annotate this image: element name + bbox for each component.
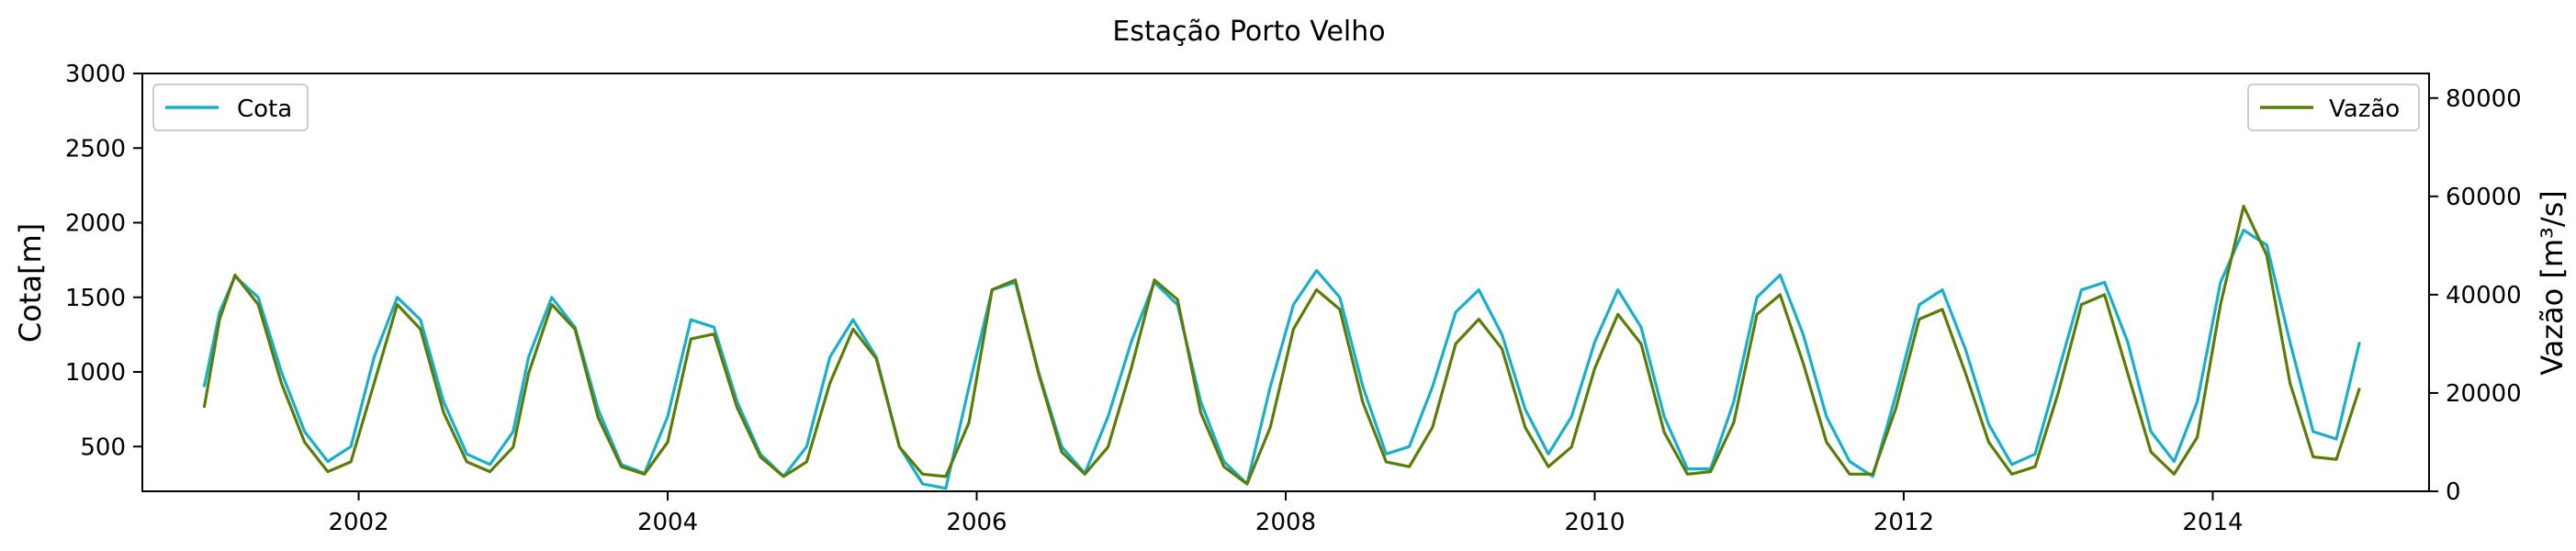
series-line-cota <box>202 229 2361 490</box>
y-right-tick-label: 20000 <box>2446 380 2522 408</box>
legend-vazao-label: Vazão <box>2329 96 2400 123</box>
x-tick-label: 2014 <box>2182 509 2243 536</box>
y-left-tick-label: 1500 <box>65 285 126 312</box>
plot-area <box>202 204 2361 490</box>
y-axis-left: 500 1000 1500 2000 2500 3000 <box>65 61 142 461</box>
y-right-tick-label: 80000 <box>2446 85 2522 113</box>
x-tick-label: 2010 <box>1564 509 1625 536</box>
series-line-vazao <box>202 204 2361 486</box>
x-tick-label: 2012 <box>1873 509 1934 536</box>
y-left-tick-label: 500 <box>80 433 126 461</box>
y-right-tick-label: 40000 <box>2446 282 2522 309</box>
y-axis-left-label: Cota[m] <box>13 223 48 343</box>
legend-vazao: Vazão <box>2247 84 2420 131</box>
x-tick-label: 2006 <box>946 509 1007 536</box>
y-axis-right: 0 20000 40000 60000 80000 <box>2429 85 2522 506</box>
legend-vazao-box <box>2247 84 2420 131</box>
x-tick-label: 2002 <box>328 509 388 536</box>
y-axis-right-label: Vazão [m³/s] <box>2535 190 2570 376</box>
y-left-tick-label: 1000 <box>65 359 126 387</box>
y-left-tick-label: 3000 <box>65 61 126 88</box>
legend-cota-label: Cota <box>237 96 292 123</box>
y-right-tick-label: 60000 <box>2446 184 2522 211</box>
x-tick-label: 2008 <box>1255 509 1316 536</box>
chart-title: Estação Porto Velho <box>1112 16 1385 48</box>
x-axis: 2002 2004 2006 2008 2010 2012 2014 <box>328 491 2244 536</box>
y-left-tick-label: 2000 <box>65 210 126 238</box>
legend-cota-box <box>152 84 309 131</box>
x-tick-label: 2004 <box>637 509 698 536</box>
plot-frame <box>141 73 2430 492</box>
legend-cota: Cota <box>152 84 309 131</box>
y-left-tick-label: 2500 <box>65 135 126 163</box>
y-right-tick-label: 0 <box>2446 478 2461 506</box>
